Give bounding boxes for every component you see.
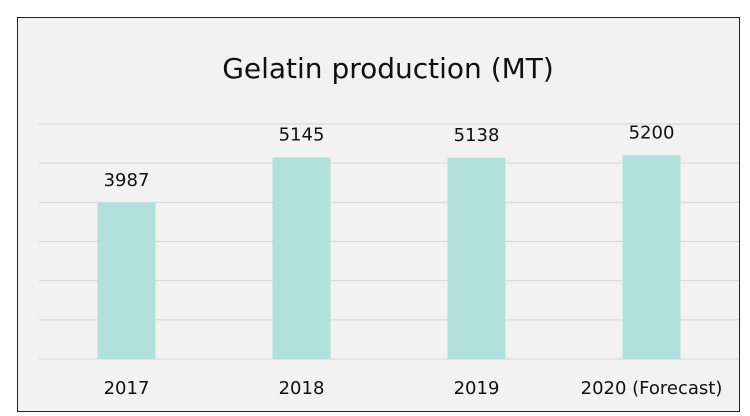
bar xyxy=(272,157,331,359)
data-label: 5138 xyxy=(454,125,500,146)
x-tick-label: 2018 xyxy=(279,378,325,399)
data-label: 3987 xyxy=(104,170,150,191)
x-tick-label: 2017 xyxy=(104,378,150,399)
x-tick-label: 2019 xyxy=(454,378,500,399)
bar xyxy=(447,157,506,359)
bar xyxy=(622,155,681,359)
data-label: 5145 xyxy=(279,124,325,145)
chart-title: Gelatin production (MT) xyxy=(222,52,554,85)
bar xyxy=(97,202,156,359)
x-tick-label: 2020 (Forecast) xyxy=(581,378,723,399)
data-label: 5200 xyxy=(629,122,675,143)
